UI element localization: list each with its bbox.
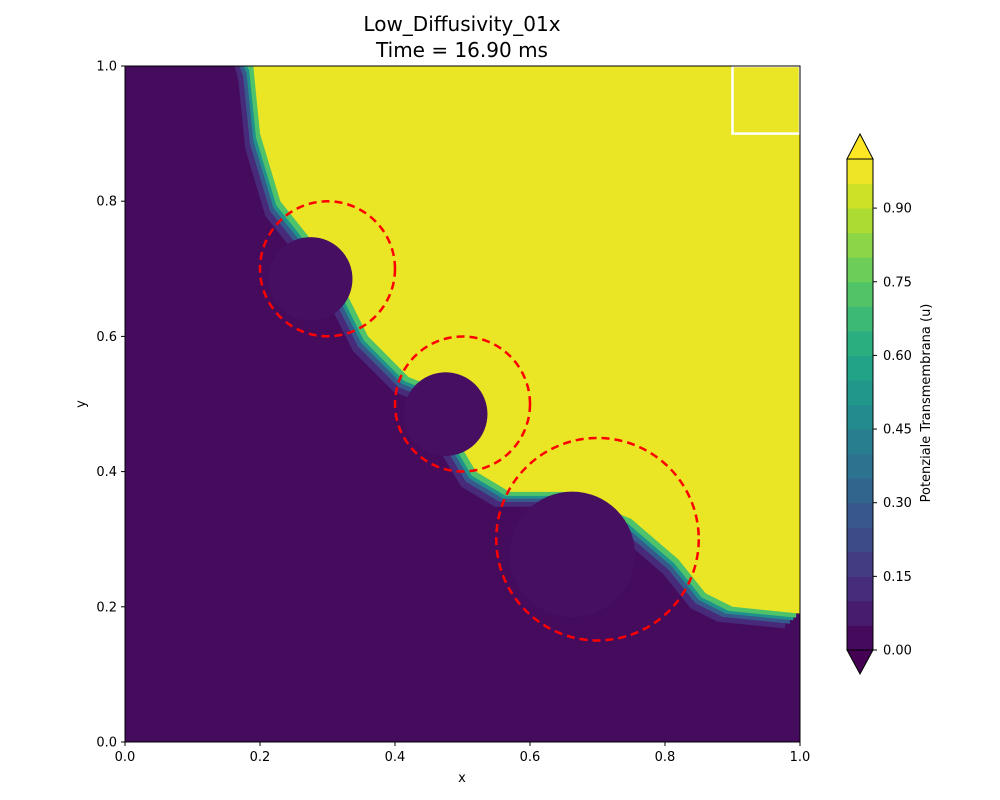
field-band-4 (253, 66, 800, 614)
colorbar-tick-label: 0.00 (883, 644, 912, 659)
colorbar-extend-min (846, 649, 874, 676)
x-tick-label: 1.0 (790, 750, 811, 765)
colorbar-band (847, 551, 873, 577)
y-tick-label: 0.0 (96, 736, 117, 751)
obstacle-core-2 (509, 491, 635, 618)
obstacle-outline-1 (393, 335, 532, 473)
y-tick-label: 0.8 (96, 195, 117, 210)
colorbar-band (847, 600, 873, 626)
stimulus-region (731, 66, 800, 135)
colorbar-band (847, 379, 873, 405)
x-axis-ticks: 0.0 0.2 0.4 0.6 0.8 1.0 (115, 742, 811, 765)
colorbar-band (847, 330, 873, 356)
colorbar-band (847, 355, 873, 381)
colorbar-label: Potenziale Transmembrana (u) (919, 304, 934, 503)
colorbar-band (847, 159, 873, 185)
plot-frame (124, 65, 801, 743)
x-tick-label: 0.4 (385, 750, 406, 765)
colorbar-band (847, 281, 873, 307)
chart-title: Low_Diffusivity_01x (363, 12, 560, 36)
colorbar-band (847, 502, 873, 528)
colorbar-band (847, 183, 873, 209)
colorbar-band (847, 576, 873, 602)
field-layers (234, 66, 800, 629)
y-tick-label: 1.0 (96, 60, 117, 75)
colorbar-band (847, 527, 873, 553)
y-tick-label: 0.2 (96, 600, 117, 615)
x-tick-label: 0.2 (250, 750, 271, 765)
colorbar-tick-label: 0.90 (883, 202, 912, 217)
colorbar-band (847, 208, 873, 234)
obstacle-outline-2 (495, 436, 700, 642)
colorbar-band (847, 625, 873, 651)
colorbar-band (847, 232, 873, 258)
obstacle-core-0 (268, 237, 353, 321)
x-tick-label: 0.8 (655, 750, 676, 765)
obstacles (258, 200, 700, 642)
colorbar-ticks: 0.00 0.15 0.30 0.45 0.60 0.75 0.90 (873, 202, 912, 659)
colorbar-bands (846, 158, 874, 651)
x-axis-label: x (458, 771, 466, 786)
y-tick-label: 0.6 (96, 330, 117, 345)
y-tick-label: 0.4 (96, 465, 117, 480)
x-tick-label: 0.0 (115, 750, 136, 765)
colorbar: 0.00 0.15 0.30 0.45 0.60 0.75 0.90 Potenziale … (846, 132, 934, 676)
colorbar-tick-label: 0.60 (883, 349, 912, 364)
obstacle-core-1 (403, 372, 488, 456)
y-axis-ticks: 0.0 0.2 0.4 0.6 0.8 1.0 (96, 60, 125, 751)
x-tick-label: 0.6 (520, 750, 541, 765)
stimulus-outline (731, 66, 800, 135)
colorbar-band (847, 429, 873, 455)
plot-area (124, 65, 801, 743)
colorbar-tick-label: 0.15 (883, 570, 912, 585)
y-axis-label: y (74, 400, 89, 408)
colorbar-band (847, 306, 873, 332)
colorbar-tick-label: 0.30 (883, 496, 912, 511)
colorbar-band (847, 453, 873, 479)
colorbar-extend-max (846, 132, 874, 160)
colorbar-tick-label: 0.75 (883, 275, 912, 290)
chart-subtitle: Time = 16.90 ms (375, 38, 548, 62)
colorbar-band (847, 257, 873, 283)
colorbar-tick-label: 0.45 (883, 423, 912, 438)
obstacle-outline-0 (258, 200, 397, 338)
colorbar-band (847, 404, 873, 430)
colorbar-band (847, 478, 873, 504)
